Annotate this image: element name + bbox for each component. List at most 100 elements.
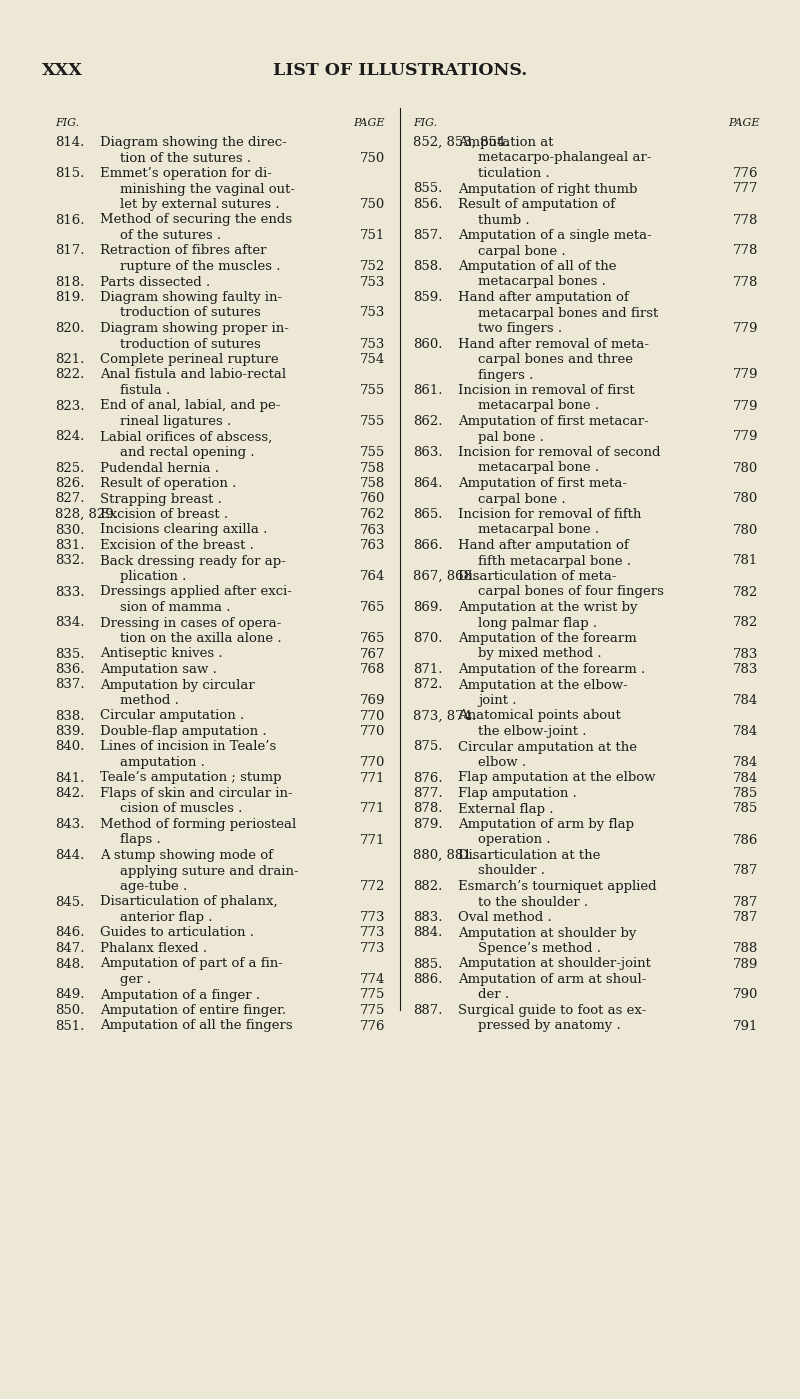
Text: 784: 784 xyxy=(733,725,758,739)
Text: 863.: 863. xyxy=(413,446,442,459)
Text: troduction of sutures: troduction of sutures xyxy=(120,306,261,319)
Text: 763: 763 xyxy=(359,539,385,553)
Text: 768: 768 xyxy=(360,663,385,676)
Text: 840.: 840. xyxy=(55,740,84,754)
Text: metacarpal bones and first: metacarpal bones and first xyxy=(478,306,658,319)
Text: Esmarch’s tourniquet applied: Esmarch’s tourniquet applied xyxy=(458,880,657,893)
Text: 814.: 814. xyxy=(55,136,84,150)
Text: 758: 758 xyxy=(360,462,385,474)
Text: Amputation of a finger .: Amputation of a finger . xyxy=(100,989,260,1002)
Text: carpal bones and three: carpal bones and three xyxy=(478,353,633,367)
Text: 753: 753 xyxy=(360,337,385,351)
Text: 776: 776 xyxy=(733,166,758,180)
Text: 838.: 838. xyxy=(55,709,85,722)
Text: Disarticulation at the: Disarticulation at the xyxy=(458,849,600,862)
Text: carpal bone .: carpal bone . xyxy=(478,245,566,257)
Text: 873, 874.: 873, 874. xyxy=(413,709,476,722)
Text: 754: 754 xyxy=(360,353,385,367)
Text: tion on the axilla alone .: tion on the axilla alone . xyxy=(120,632,282,645)
Text: 765: 765 xyxy=(360,602,385,614)
Text: carpal bones of four fingers: carpal bones of four fingers xyxy=(478,586,664,599)
Text: 750: 750 xyxy=(360,151,385,165)
Text: metacarpo-phalangeal ar-: metacarpo-phalangeal ar- xyxy=(478,151,651,165)
Text: 784: 784 xyxy=(733,771,758,785)
Text: 832.: 832. xyxy=(55,554,85,568)
Text: Circular amputation .: Circular amputation . xyxy=(100,709,244,722)
Text: ticulation .: ticulation . xyxy=(478,166,550,180)
Text: Hand after amputation of: Hand after amputation of xyxy=(458,539,629,553)
Text: Method of forming periosteal: Method of forming periosteal xyxy=(100,818,296,831)
Text: Amputation at shoulder-joint: Amputation at shoulder-joint xyxy=(458,957,651,971)
Text: End of anal, labial, and pe-: End of anal, labial, and pe- xyxy=(100,400,280,413)
Text: 844.: 844. xyxy=(55,849,84,862)
Text: Amputation of first metacar-: Amputation of first metacar- xyxy=(458,416,649,428)
Text: 818.: 818. xyxy=(55,276,84,288)
Text: Amputation at shoulder by: Amputation at shoulder by xyxy=(458,926,636,940)
Text: 858.: 858. xyxy=(413,260,442,273)
Text: Disarticulation of phalanx,: Disarticulation of phalanx, xyxy=(100,895,278,908)
Text: Result of operation .: Result of operation . xyxy=(100,477,236,490)
Text: 782: 782 xyxy=(733,617,758,630)
Text: and rectal opening .: and rectal opening . xyxy=(120,446,254,459)
Text: 860.: 860. xyxy=(413,337,442,351)
Text: 848.: 848. xyxy=(55,957,84,971)
Text: Incision in removal of first: Incision in removal of first xyxy=(458,383,634,397)
Text: Complete perineal rupture: Complete perineal rupture xyxy=(100,353,278,367)
Text: Emmet’s operation for di-: Emmet’s operation for di- xyxy=(100,166,272,180)
Text: 876.: 876. xyxy=(413,771,442,785)
Text: 878.: 878. xyxy=(413,803,442,816)
Text: Guides to articulation .: Guides to articulation . xyxy=(100,926,254,940)
Text: 763: 763 xyxy=(359,523,385,536)
Text: Amputation of a single meta-: Amputation of a single meta- xyxy=(458,229,652,242)
Text: A stump showing mode of: A stump showing mode of xyxy=(100,849,273,862)
Text: 857.: 857. xyxy=(413,229,442,242)
Text: 824.: 824. xyxy=(55,431,84,443)
Text: 884.: 884. xyxy=(413,926,442,940)
Text: Spence’s method .: Spence’s method . xyxy=(478,942,601,956)
Text: operation .: operation . xyxy=(478,834,550,846)
Text: 778: 778 xyxy=(733,245,758,257)
Text: 786: 786 xyxy=(733,834,758,846)
Text: 867, 868.: 867, 868. xyxy=(413,569,476,583)
Text: 775: 775 xyxy=(360,989,385,1002)
Text: metacarpal bone .: metacarpal bone . xyxy=(478,523,599,536)
Text: 859.: 859. xyxy=(413,291,442,304)
Text: 850.: 850. xyxy=(55,1004,84,1017)
Text: 862.: 862. xyxy=(413,416,442,428)
Text: elbow .: elbow . xyxy=(478,755,526,769)
Text: Back dressing ready for ap-: Back dressing ready for ap- xyxy=(100,554,286,568)
Text: XXX: XXX xyxy=(42,62,83,78)
Text: 755: 755 xyxy=(360,383,385,397)
Text: 784: 784 xyxy=(733,755,758,769)
Text: Amputation of the forearm .: Amputation of the forearm . xyxy=(458,663,646,676)
Text: 880, 881.: 880, 881. xyxy=(413,849,476,862)
Text: 770: 770 xyxy=(360,725,385,739)
Text: 787: 787 xyxy=(733,911,758,923)
Text: 823.: 823. xyxy=(55,400,85,413)
Text: 821.: 821. xyxy=(55,353,84,367)
Text: 834.: 834. xyxy=(55,617,85,630)
Text: 843.: 843. xyxy=(55,818,85,831)
Text: Amputation at the elbow-: Amputation at the elbow- xyxy=(458,679,628,691)
Text: 779: 779 xyxy=(733,322,758,334)
Text: 842.: 842. xyxy=(55,788,84,800)
Text: let by external sutures .: let by external sutures . xyxy=(120,199,280,211)
Text: metacarpal bones .: metacarpal bones . xyxy=(478,276,606,288)
Text: Anal fistula and labio-rectal: Anal fistula and labio-rectal xyxy=(100,368,286,382)
Text: 781: 781 xyxy=(733,554,758,568)
Text: 865.: 865. xyxy=(413,508,442,520)
Text: 765: 765 xyxy=(360,632,385,645)
Text: PAGE: PAGE xyxy=(729,118,760,127)
Text: 846.: 846. xyxy=(55,926,85,940)
Text: of the sutures .: of the sutures . xyxy=(120,229,221,242)
Text: 771: 771 xyxy=(360,803,385,816)
Text: 777: 777 xyxy=(733,182,758,196)
Text: pal bone .: pal bone . xyxy=(478,431,544,443)
Text: 779: 779 xyxy=(733,400,758,413)
Text: 828, 829.: 828, 829. xyxy=(55,508,118,520)
Text: Lines of incision in Teale’s: Lines of incision in Teale’s xyxy=(100,740,276,754)
Text: 789: 789 xyxy=(733,957,758,971)
Text: 856.: 856. xyxy=(413,199,442,211)
Text: 872.: 872. xyxy=(413,679,442,691)
Text: Strapping breast .: Strapping breast . xyxy=(100,492,222,505)
